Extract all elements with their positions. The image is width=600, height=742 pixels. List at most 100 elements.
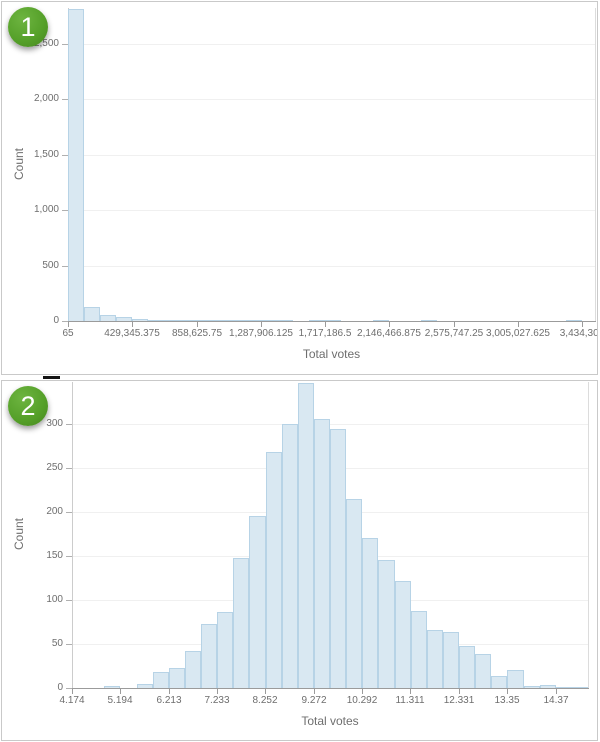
histogram-bar[interactable] xyxy=(116,317,132,321)
histogram-bar[interactable] xyxy=(325,320,341,321)
y-tick-label: 1,000 xyxy=(33,204,59,215)
histogram-bar[interactable] xyxy=(443,632,459,688)
histogram-bar[interactable] xyxy=(164,320,180,321)
y-tick-mark xyxy=(66,644,72,645)
y-tick-label: 2,000 xyxy=(33,93,59,104)
histogram-bar[interactable] xyxy=(197,320,213,321)
histogram-bar[interactable] xyxy=(185,651,201,688)
x-tick-label: 14.37 xyxy=(543,695,569,706)
x-tick-mark xyxy=(72,689,73,694)
histogram-bar[interactable] xyxy=(213,320,229,321)
y-axis-title: Count xyxy=(12,517,26,551)
y-tick-mark xyxy=(66,424,72,425)
x-tick-label: 4.174 xyxy=(59,695,85,706)
x-axis-line xyxy=(72,688,589,689)
histogram-bar[interactable] xyxy=(245,320,261,321)
histogram-bar[interactable] xyxy=(491,676,507,688)
histogram-bar[interactable] xyxy=(266,452,282,688)
histogram-bar[interactable] xyxy=(427,630,443,688)
histogram-bar[interactable] xyxy=(378,560,395,688)
x-tick-label: 1,717,186.5 xyxy=(298,328,352,339)
x-tick-label: 3,434,308 xyxy=(559,328,597,339)
x-tick-mark xyxy=(265,689,266,694)
histogram-bar[interactable] xyxy=(104,686,120,688)
histogram-bar[interactable] xyxy=(249,516,266,688)
x-tick-label: 65 xyxy=(62,328,74,339)
y-tick-mark xyxy=(66,556,72,557)
plot-right-border xyxy=(595,8,596,321)
x-tick-mark xyxy=(507,689,508,694)
x-tick-mark xyxy=(389,322,390,327)
gridline xyxy=(69,99,595,100)
histogram-bar[interactable] xyxy=(507,670,524,688)
histogram-bar[interactable] xyxy=(233,558,249,688)
histogram-bar[interactable] xyxy=(395,581,411,688)
x-tick-mark xyxy=(169,689,170,694)
histogram-bar[interactable] xyxy=(201,624,217,688)
histogram-bar[interactable] xyxy=(566,320,582,321)
histogram-bar[interactable] xyxy=(421,320,437,321)
histogram-bar[interactable] xyxy=(132,319,148,321)
y-tick-label: 0 xyxy=(57,682,63,693)
x-tick-label: 6.213 xyxy=(156,695,182,706)
histogram-bar[interactable] xyxy=(153,672,169,688)
histogram-bar[interactable] xyxy=(524,686,540,688)
y-tick-label: 100 xyxy=(46,594,63,605)
x-tick-label: 12.331 xyxy=(443,695,475,706)
x-axis-title: Total votes xyxy=(301,714,359,728)
histogram-card-raw-votes: 1 Count Total votes 0 500 1,000 1,500 2,000 2… xyxy=(1,1,598,375)
histogram-card-log-votes: 2 Count Total votes 0 50 100 150 200 250 300 4.… xyxy=(1,380,598,741)
histogram-bar[interactable] xyxy=(261,320,277,321)
x-axis-line xyxy=(68,321,596,322)
histogram-bar[interactable] xyxy=(229,320,245,321)
x-tick-label: 7.233 xyxy=(204,695,230,706)
histogram-bar[interactable] xyxy=(169,668,185,688)
histogram-bar[interactable] xyxy=(556,687,572,688)
y-tick-label: 1,500 xyxy=(33,149,59,160)
histogram-bar[interactable] xyxy=(314,419,330,688)
gridline xyxy=(69,210,595,211)
histogram-bar[interactable] xyxy=(180,320,197,321)
gridline xyxy=(69,44,595,45)
histogram-bar[interactable] xyxy=(540,685,556,688)
histogram-bar[interactable] xyxy=(330,429,346,688)
y-tick-mark xyxy=(62,155,68,156)
y-tick-mark xyxy=(62,321,68,322)
x-tick-label: 858,625.75 xyxy=(171,328,223,339)
x-tick-mark xyxy=(459,689,460,694)
histogram-bar[interactable] xyxy=(68,9,84,321)
histogram-bar[interactable] xyxy=(148,320,164,321)
x-tick-label: 9.272 xyxy=(301,695,327,706)
x-tick-label: 2,575,747.25 xyxy=(424,328,484,339)
histogram-bar[interactable] xyxy=(572,687,588,688)
x-tick-mark xyxy=(325,322,326,327)
gridline xyxy=(69,155,595,156)
y-tick-mark xyxy=(62,44,68,45)
histogram-bar[interactable] xyxy=(217,612,233,688)
histogram-bar[interactable] xyxy=(84,307,100,321)
y-tick-label: 2,500 xyxy=(33,38,59,49)
histogram-bar[interactable] xyxy=(373,320,389,321)
histogram-bar[interactable] xyxy=(277,320,293,321)
x-tick-mark xyxy=(217,689,218,694)
x-tick-mark xyxy=(261,322,262,327)
y-tick-label: 500 xyxy=(42,260,59,271)
x-tick-label: 13.35 xyxy=(494,695,520,706)
gridline xyxy=(73,424,588,425)
histogram-bar[interactable] xyxy=(137,684,153,688)
plot-right-border xyxy=(588,382,589,688)
x-tick-label: 1,287,906.125 xyxy=(229,328,293,339)
histogram-bar[interactable] xyxy=(309,320,325,321)
histogram-bar[interactable] xyxy=(475,654,491,688)
histogram-bar[interactable] xyxy=(362,538,378,688)
histogram-bar[interactable] xyxy=(411,611,427,688)
histogram-bar[interactable] xyxy=(459,646,475,688)
histogram-bar[interactable] xyxy=(346,499,362,688)
y-tick-label: 300 xyxy=(46,418,63,429)
x-tick-mark xyxy=(197,322,198,327)
histogram-bar[interactable] xyxy=(282,424,298,688)
histogram-bar[interactable] xyxy=(100,315,116,321)
histogram-bar[interactable] xyxy=(298,383,314,688)
y-tick-label: 200 xyxy=(46,506,63,517)
